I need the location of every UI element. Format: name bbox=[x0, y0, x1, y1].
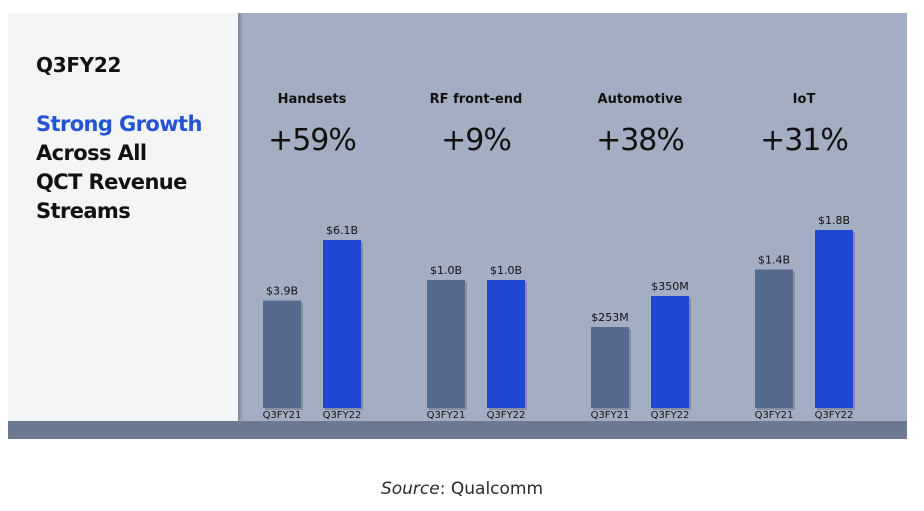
headline-line-3: Streams bbox=[36, 199, 131, 223]
value-label: $1.4B bbox=[758, 254, 790, 267]
bar bbox=[487, 280, 525, 408]
value-label: $1.0B bbox=[490, 264, 522, 277]
category-label: Handsets bbox=[278, 92, 347, 107]
bottom-strip bbox=[8, 421, 907, 439]
bar bbox=[591, 327, 629, 408]
growth-label: +31% bbox=[760, 123, 848, 158]
x-tick-label: Q3FY22 bbox=[651, 410, 690, 421]
value-label: $6.1B bbox=[326, 224, 358, 237]
revenue-bar-chart: Handsets +59% $3.9B Q3FY21 $6.1B Q3FY22 RF fro… bbox=[263, 92, 855, 421]
x-tick-label: Q3FY21 bbox=[755, 410, 794, 421]
bar bbox=[755, 269, 793, 408]
source-text: : Qualcomm bbox=[439, 479, 544, 499]
bar bbox=[651, 296, 689, 408]
bar bbox=[323, 240, 361, 408]
title-panel: Q3FY22 Strong Growth Across All QCT Reve… bbox=[8, 13, 238, 421]
value-label: $3.9B bbox=[266, 285, 298, 298]
value-label: $1.0B bbox=[430, 264, 462, 277]
value-label: $253M bbox=[591, 311, 629, 324]
x-tick-label: Q3FY22 bbox=[487, 410, 526, 421]
value-label: $350M bbox=[651, 280, 689, 293]
bar bbox=[815, 230, 853, 408]
headline: Strong Growth Across All QCT Revenue Str… bbox=[36, 110, 236, 226]
period-title: Q3FY22 bbox=[36, 53, 122, 77]
source-note: Source: Qualcomm bbox=[0, 479, 924, 499]
x-tick-label: Q3FY21 bbox=[427, 410, 466, 421]
x-tick-label: Q3FY21 bbox=[591, 410, 630, 421]
x-tick-label: Q3FY22 bbox=[815, 410, 854, 421]
slide: Q3FY22 Strong Growth Across All QCT Reve… bbox=[8, 13, 907, 439]
growth-label: +38% bbox=[596, 123, 684, 158]
headline-accent: Strong Growth bbox=[36, 112, 202, 136]
category-label: Automotive bbox=[598, 92, 683, 107]
growth-label: +9% bbox=[441, 123, 511, 158]
x-tick-label: Q3FY21 bbox=[263, 410, 302, 421]
bar bbox=[427, 280, 465, 408]
x-tick-label: Q3FY22 bbox=[323, 410, 362, 421]
category-label: IoT bbox=[793, 92, 816, 107]
bar bbox=[263, 300, 301, 408]
category-label: RF front-end bbox=[430, 92, 523, 107]
headline-line-1: Across All bbox=[36, 141, 147, 165]
value-label: $1.8B bbox=[818, 214, 850, 227]
growth-label: +59% bbox=[268, 123, 356, 158]
headline-line-2: QCT Revenue bbox=[36, 170, 187, 194]
source-prefix: Source bbox=[380, 479, 440, 499]
